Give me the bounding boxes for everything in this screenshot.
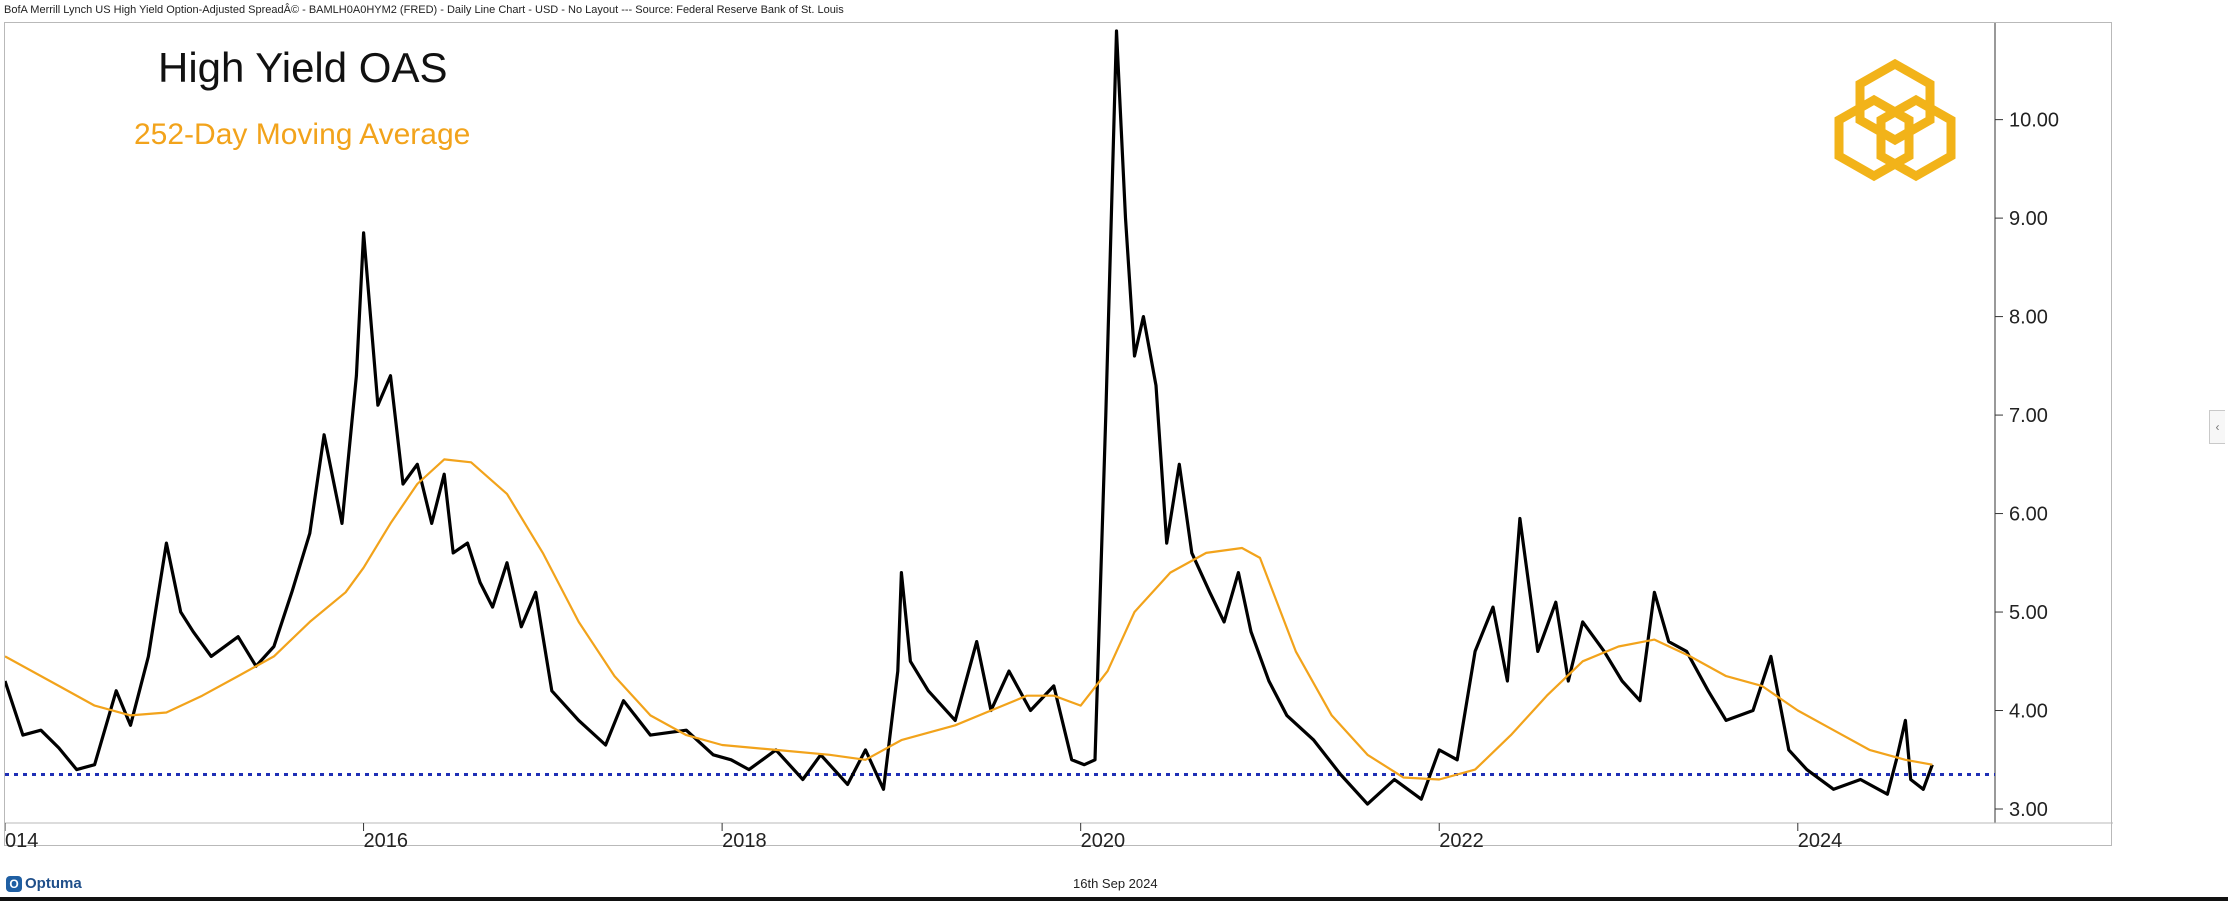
chart-svg: 3.00 4.00 5.00 6.00 7.00 8.00 9.00 10.00 014 2016… <box>5 23 2113 847</box>
hexagon-knot-logo-icon <box>1834 58 1956 182</box>
y-tick-label: 6.00 <box>2009 504 2048 526</box>
collapse-panel-button[interactable]: ‹ <box>2209 410 2225 444</box>
bottom-rule <box>0 897 2228 901</box>
y-tick-label: 8.00 <box>2009 307 2048 329</box>
x-tick-label: 2016 <box>364 830 409 847</box>
moving-average-line <box>5 458 1933 781</box>
y-tick-label: 7.00 <box>2009 405 2048 427</box>
x-tick-label: 2018 <box>722 830 767 847</box>
chart-area: 3.00 4.00 5.00 6.00 7.00 8.00 9.00 10.00 014 2016… <box>4 22 2113 847</box>
y-tick-label: 3.00 <box>2009 799 2048 821</box>
x-tick-label: 014 <box>5 830 38 847</box>
chart-caption: BofA Merrill Lynch US High Yield Option-… <box>4 4 844 16</box>
x-tick-label: 2020 <box>1081 830 1126 847</box>
x-tick-label: 2024 <box>1798 830 1843 847</box>
y-tick-label: 10.00 <box>2009 110 2059 132</box>
optuma-wordmark: Optuma <box>25 875 82 892</box>
y-tick-label: 9.00 <box>2009 208 2048 230</box>
chart-date: 16th Sep 2024 <box>1073 876 1158 891</box>
y-tick-label: 5.00 <box>2009 602 2048 624</box>
optuma-logo: O Optuma <box>6 875 82 892</box>
optuma-logo-icon: O <box>6 875 22 892</box>
y-tick-label: 4.00 <box>2009 701 2048 723</box>
chart-title: High Yield OAS <box>158 44 448 91</box>
moving-average-legend: 252-Day Moving Average <box>134 118 471 151</box>
x-tick-label: 2022 <box>1439 830 1484 847</box>
